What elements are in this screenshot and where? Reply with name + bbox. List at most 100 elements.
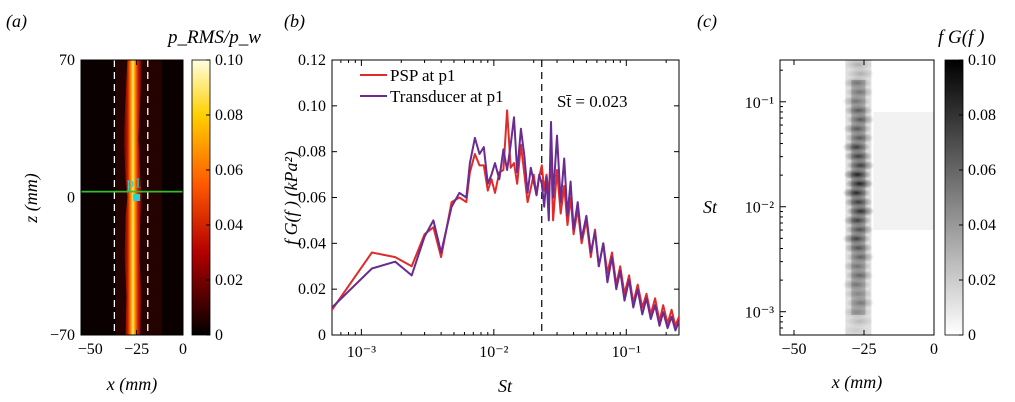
heatmap-c-ylabel: St xyxy=(703,197,718,217)
heatmap-a-plot xyxy=(81,60,183,335)
heatmap-c-blot xyxy=(843,260,872,273)
colorbar-tick-label: 0.08 xyxy=(215,107,243,124)
colorbar-tick-label: 0 xyxy=(215,327,223,344)
heatmap-c-blot xyxy=(844,60,873,71)
heatmap-c-plot xyxy=(780,60,934,335)
line-chart-xlabel: St xyxy=(498,376,513,396)
heatmap-c-ytick-label: 10⁻³ xyxy=(745,305,774,322)
colorbar-c xyxy=(944,59,964,336)
colorbar-tick-label: 0.10 xyxy=(968,52,996,69)
heatmap-a-streak xyxy=(123,60,143,335)
probe-p1-label: p1 xyxy=(127,176,142,192)
heatmap-c-blot xyxy=(846,113,875,126)
heatmap-a-xtick-label: −25 xyxy=(124,341,149,358)
heatmap-c-blot xyxy=(844,241,873,254)
heatmap-c-blot xyxy=(845,223,874,236)
colorbar-c-ticks: 0 0.02 0.04 0.06 0.08 0.10 xyxy=(959,52,996,344)
line-chart-ytick-label: 0.10 xyxy=(298,98,326,115)
colorbar-tick-label: 0.10 xyxy=(215,52,243,69)
panel-c-colorbar-title: f G(f ) xyxy=(938,27,984,48)
line-chart-xtick-label: 10⁻² xyxy=(479,344,508,361)
line-chart-ytick-label: 0 xyxy=(318,327,326,344)
heatmap-c-xtick-label: −50 xyxy=(781,341,806,358)
colorbar-tick-label: 0.02 xyxy=(215,272,243,289)
heatmap-c-blot xyxy=(846,159,875,172)
heatmap-c-blot xyxy=(844,287,873,300)
heatmap-c-blot xyxy=(843,168,872,181)
panel-a-label: (a) xyxy=(6,11,27,32)
heatmap-c-blot xyxy=(843,76,872,89)
panel-a: (a) p_RMS/p_w p1 −50 −25 0 −70 0 70 z (mm) x … xyxy=(6,11,261,395)
colorbar-tick-label: 0.06 xyxy=(968,162,996,179)
heatmap-c-blot xyxy=(846,251,875,264)
heatmap-a-ytick-label: 70 xyxy=(59,52,75,69)
heatmap-c-ytick-label: 10⁻¹ xyxy=(745,95,774,112)
heatmap-c-blot xyxy=(845,315,874,328)
heatmap-c-xtick-label: 0 xyxy=(930,341,938,358)
heatmap-c-spectrum xyxy=(842,60,934,335)
heatmap-c-blot xyxy=(844,196,873,209)
line-chart-xtick-label: 10⁻³ xyxy=(347,344,376,361)
legend-label-transducer: Transducer at p1 xyxy=(390,87,504,106)
heatmap-c-axes: −50 −25 0 10⁻³ 10⁻² 10⁻¹ xyxy=(745,60,938,358)
heatmap-c-blot xyxy=(842,141,871,154)
heatmap-c-xlabel: x (mm) xyxy=(831,372,882,393)
heatmap-c-blot xyxy=(845,177,874,190)
panel-a-colorbar-title: p_RMS/p_w xyxy=(166,27,261,48)
colorbar-tick-label: 0.02 xyxy=(968,272,996,289)
line-chart-ytick-label: 0.08 xyxy=(298,144,326,161)
heatmap-c-frame xyxy=(779,59,935,336)
heatmap-c-blot xyxy=(845,269,874,282)
legend: PSP at p1 Transducer at p1 xyxy=(360,66,504,106)
heatmap-c-blot xyxy=(845,131,874,144)
heatmap-c-blot xyxy=(844,104,873,117)
heatmap-c-downstream xyxy=(873,111,934,231)
heatmap-c-blot xyxy=(843,122,872,135)
series-transducer-line xyxy=(332,116,679,332)
heatmap-a-ylabel: z (mm) xyxy=(21,173,42,224)
panel-b-label: (b) xyxy=(284,11,305,32)
line-chart-ytick-label: 0.04 xyxy=(298,235,326,252)
probe-p1-marker xyxy=(133,194,141,201)
panel-c: (c) f G(f ) −50 −25 0 10⁻³ 10⁻² 10⁻¹ St x (mm… xyxy=(697,11,996,393)
legend-label-psp: PSP at p1 xyxy=(390,66,456,85)
colorbar-tick-label: 0 xyxy=(968,327,976,344)
line-chart-ytick-label: 0.02 xyxy=(298,281,326,298)
line-chart-axes: 0 0.02 0.04 0.06 0.08 0.10 0.12 10⁻³ 10⁻² 10⁻¹ xyxy=(298,52,679,361)
panel-b: (b) 0 0.02 0.04 0.06 0.08 0.10 0.12 10⁻³ 10⁻² 10⁻… xyxy=(281,11,680,396)
heatmap-c-xtick-label: −25 xyxy=(851,341,876,358)
heatmap-a-xtick-label: −50 xyxy=(78,341,103,358)
heatmap-a-axes: −50 −25 0 −70 0 70 xyxy=(50,52,187,358)
heatmap-c-blot xyxy=(846,296,875,309)
colorbar-tick-label: 0.04 xyxy=(215,217,243,234)
line-chart-frame xyxy=(331,59,680,336)
line-chart-xtick-label: 10⁻¹ xyxy=(612,344,641,361)
heatmap-c-blot xyxy=(846,205,875,218)
heatmap-a-xtick-label: 0 xyxy=(179,341,187,358)
line-chart-ytick-label: 0.06 xyxy=(298,190,326,207)
heatmap-c-blot xyxy=(846,67,875,80)
mean-st-label: St̄ = 0.023 xyxy=(557,92,628,111)
heatmap-c-blot xyxy=(842,232,871,245)
panel-c-label: (c) xyxy=(697,11,717,32)
heatmap-a-ytick-label: −70 xyxy=(50,327,75,344)
heatmap-c-blot xyxy=(845,86,874,99)
colorbar-tick-label: 0.08 xyxy=(968,107,996,124)
heatmap-a-xlabel: x (mm) xyxy=(106,374,157,395)
colorbar-tick-label: 0.04 xyxy=(968,217,996,234)
heatmap-c-blot xyxy=(843,306,872,319)
heatmap-c-blot xyxy=(842,95,871,108)
heatmap-a-ytick-label: 0 xyxy=(67,190,75,207)
colorbar-a-ticks: 0 0.02 0.04 0.06 0.08 0.10 xyxy=(206,52,243,344)
colorbar-tick-label: 0.06 xyxy=(215,162,243,179)
heatmap-c-blot xyxy=(843,214,872,227)
colorbar-a xyxy=(191,59,211,336)
heatmap-c-blot xyxy=(842,278,871,291)
heatmap-c-blot xyxy=(842,324,871,335)
heatmap-c-blot xyxy=(842,186,871,199)
line-chart-ylabel: f G(f ) (kPa²) xyxy=(281,151,302,245)
heatmap-c-blot xyxy=(844,150,873,163)
line-chart-ytick-label: 0.12 xyxy=(298,52,326,69)
heatmap-c-ytick-label: 10⁻² xyxy=(745,200,774,217)
